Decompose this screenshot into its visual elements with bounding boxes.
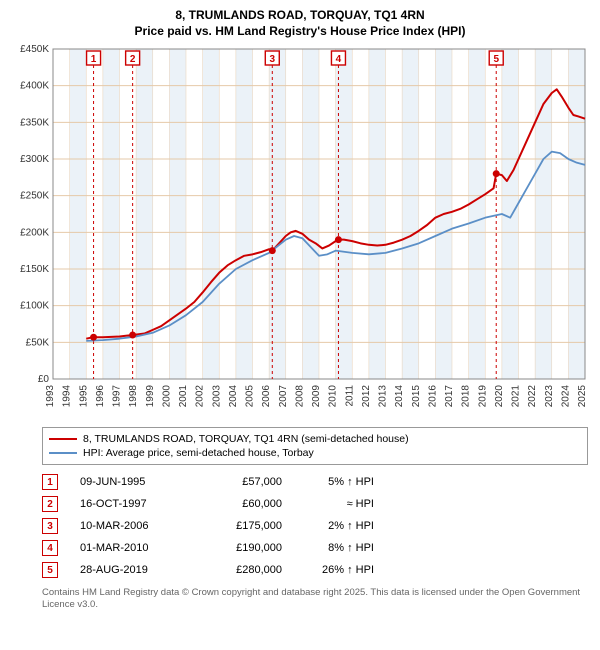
svg-text:1999: 1999 bbox=[145, 385, 156, 408]
svg-text:2017: 2017 bbox=[444, 385, 455, 408]
title-line-1: 8, TRUMLANDS ROAD, TORQUAY, TQ1 4RN bbox=[4, 8, 596, 24]
table-row: 5 28-AUG-2019 £280,000 26% ↑ HPI bbox=[42, 559, 588, 581]
svg-text:2023: 2023 bbox=[544, 385, 555, 408]
svg-text:1995: 1995 bbox=[78, 385, 89, 408]
svg-text:2014: 2014 bbox=[394, 385, 405, 408]
row-marker: 1 bbox=[42, 474, 58, 490]
svg-text:2024: 2024 bbox=[560, 385, 571, 408]
svg-text:1: 1 bbox=[91, 54, 97, 65]
row-marker: 3 bbox=[42, 518, 58, 534]
svg-text:£450K: £450K bbox=[20, 44, 49, 55]
row-date: 10-MAR-2006 bbox=[80, 520, 180, 532]
table-row: 3 10-MAR-2006 £175,000 2% ↑ HPI bbox=[42, 515, 588, 537]
svg-text:2022: 2022 bbox=[527, 385, 538, 408]
svg-text:£300K: £300K bbox=[20, 154, 49, 165]
svg-text:2006: 2006 bbox=[261, 385, 272, 408]
svg-text:2005: 2005 bbox=[245, 385, 256, 408]
svg-text:2010: 2010 bbox=[328, 385, 339, 408]
svg-text:2000: 2000 bbox=[161, 385, 172, 408]
line-chart: £0 £50K £100K £150K £200K £250K £300K £350K £400… bbox=[9, 41, 591, 421]
chart-title: 8, TRUMLANDS ROAD, TORQUAY, TQ1 4RN Pric… bbox=[0, 0, 600, 41]
svg-text:2020: 2020 bbox=[494, 385, 505, 408]
legend: 8, TRUMLANDS ROAD, TORQUAY, TQ1 4RN (sem… bbox=[42, 427, 588, 465]
svg-text:1997: 1997 bbox=[112, 385, 123, 408]
svg-text:2015: 2015 bbox=[411, 385, 422, 408]
title-line-2: Price paid vs. HM Land Registry's House … bbox=[4, 24, 596, 40]
svg-text:4: 4 bbox=[336, 54, 342, 65]
svg-text:2008: 2008 bbox=[294, 385, 305, 408]
row-diff: 26% ↑ HPI bbox=[304, 564, 374, 576]
legend-swatch bbox=[49, 452, 77, 455]
legend-label: HPI: Average price, semi-detached house,… bbox=[83, 447, 314, 459]
row-marker: 5 bbox=[42, 562, 58, 578]
svg-text:2004: 2004 bbox=[228, 385, 239, 408]
svg-text:2011: 2011 bbox=[344, 385, 355, 407]
svg-text:2007: 2007 bbox=[278, 385, 289, 408]
svg-text:2021: 2021 bbox=[511, 385, 522, 408]
table-row: 4 01-MAR-2010 £190,000 8% ↑ HPI bbox=[42, 537, 588, 559]
svg-text:2016: 2016 bbox=[427, 385, 438, 408]
svg-text:1998: 1998 bbox=[128, 385, 139, 408]
svg-text:1993: 1993 bbox=[45, 385, 56, 408]
svg-text:2018: 2018 bbox=[461, 385, 472, 408]
svg-text:£0: £0 bbox=[38, 374, 50, 385]
row-diff: ≈ HPI bbox=[304, 498, 374, 510]
sales-table: 1 09-JUN-1995 £57,000 5% ↑ HPI 2 16-OCT-1997 £… bbox=[42, 471, 588, 581]
row-price: £190,000 bbox=[202, 542, 282, 554]
svg-text:2003: 2003 bbox=[211, 385, 222, 408]
row-date: 16-OCT-1997 bbox=[80, 498, 180, 510]
footer-attribution: Contains HM Land Registry data © Crown c… bbox=[42, 587, 588, 611]
svg-text:2001: 2001 bbox=[178, 385, 189, 408]
svg-text:£150K: £150K bbox=[20, 264, 49, 275]
svg-text:2025: 2025 bbox=[577, 385, 588, 408]
svg-text:2009: 2009 bbox=[311, 385, 322, 408]
legend-swatch bbox=[49, 438, 77, 441]
row-date: 09-JUN-1995 bbox=[80, 476, 180, 488]
svg-text:3: 3 bbox=[270, 54, 276, 65]
svg-text:2013: 2013 bbox=[378, 385, 389, 408]
svg-text:1996: 1996 bbox=[95, 385, 106, 408]
row-diff: 8% ↑ HPI bbox=[304, 542, 374, 554]
row-marker: 2 bbox=[42, 496, 58, 512]
svg-text:£50K: £50K bbox=[26, 338, 50, 349]
svg-text:2: 2 bbox=[130, 54, 136, 65]
legend-item: 8, TRUMLANDS ROAD, TORQUAY, TQ1 4RN (sem… bbox=[49, 432, 581, 446]
table-row: 2 16-OCT-1997 £60,000 ≈ HPI bbox=[42, 493, 588, 515]
table-row: 1 09-JUN-1995 £57,000 5% ↑ HPI bbox=[42, 471, 588, 493]
legend-item: HPI: Average price, semi-detached house,… bbox=[49, 446, 581, 460]
svg-text:1994: 1994 bbox=[62, 385, 73, 408]
row-price: £57,000 bbox=[202, 476, 282, 488]
svg-text:£100K: £100K bbox=[20, 301, 49, 312]
svg-text:2002: 2002 bbox=[195, 385, 206, 408]
row-diff: 2% ↑ HPI bbox=[304, 520, 374, 532]
row-date: 01-MAR-2010 bbox=[80, 542, 180, 554]
svg-text:£400K: £400K bbox=[20, 81, 49, 92]
row-marker: 4 bbox=[42, 540, 58, 556]
row-date: 28-AUG-2019 bbox=[80, 564, 180, 576]
svg-text:£250K: £250K bbox=[20, 191, 49, 202]
svg-text:2019: 2019 bbox=[477, 385, 488, 408]
row-price: £280,000 bbox=[202, 564, 282, 576]
svg-text:2012: 2012 bbox=[361, 385, 372, 408]
legend-label: 8, TRUMLANDS ROAD, TORQUAY, TQ1 4RN (sem… bbox=[83, 433, 409, 445]
row-price: £60,000 bbox=[202, 498, 282, 510]
svg-text:£200K: £200K bbox=[20, 228, 49, 239]
row-diff: 5% ↑ HPI bbox=[304, 476, 374, 488]
row-price: £175,000 bbox=[202, 520, 282, 532]
svg-text:5: 5 bbox=[493, 54, 499, 65]
svg-text:£350K: £350K bbox=[20, 118, 49, 129]
chart-area: £0 £50K £100K £150K £200K £250K £300K £350K £400… bbox=[9, 41, 591, 421]
